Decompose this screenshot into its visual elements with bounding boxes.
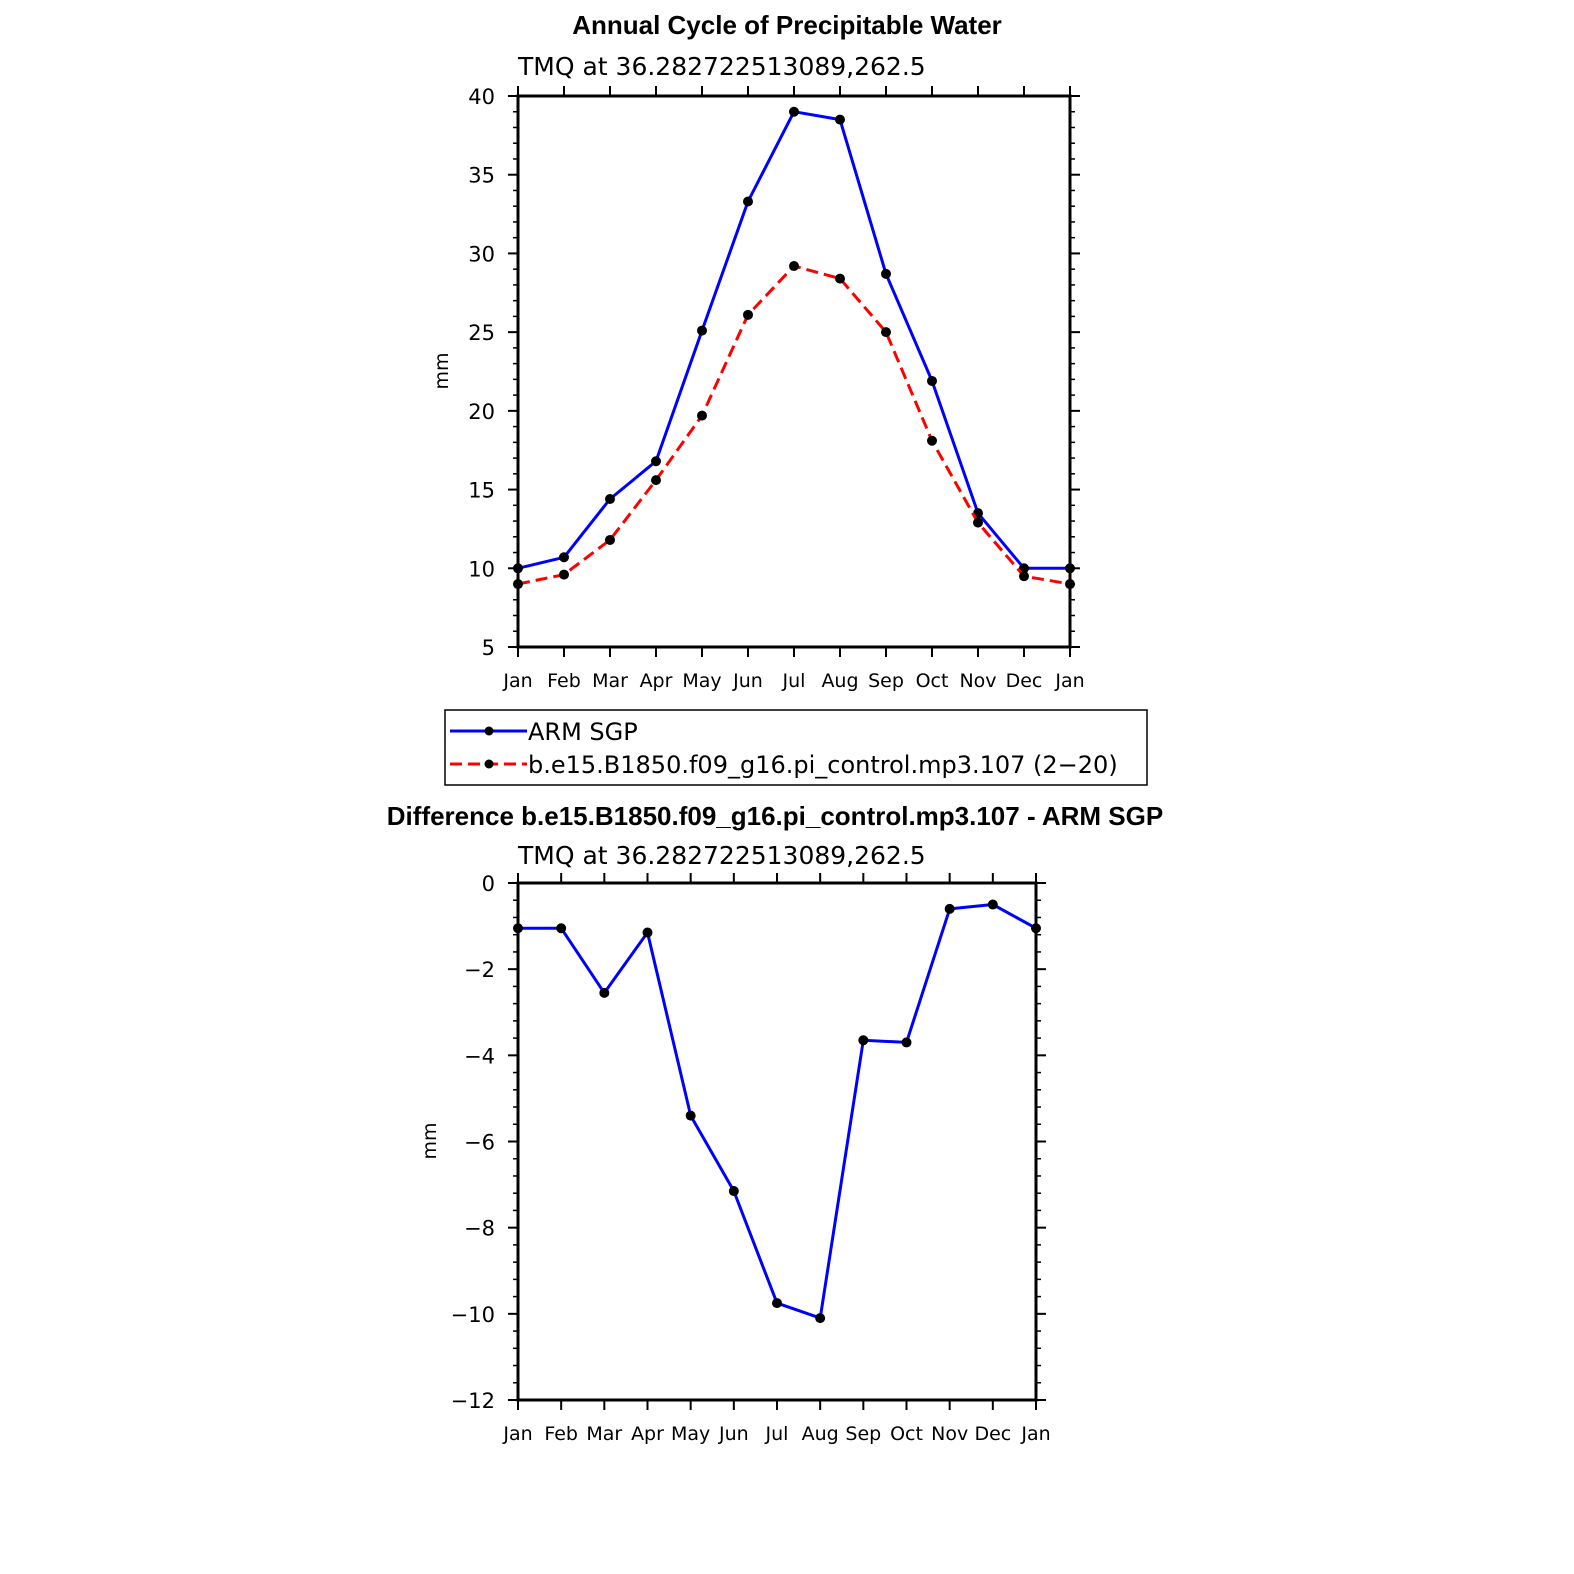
chart1-plot-frame	[516, 94, 1072, 649]
y-tick-label: −2	[464, 958, 495, 982]
y-tick-label: −10	[451, 1303, 495, 1327]
data-point	[772, 1298, 782, 1309]
series-line-1	[517, 110, 1070, 570]
y-tick-label: 20	[468, 400, 495, 424]
data-point	[685, 1110, 696, 1121]
x-tick-label: Oct	[890, 1423, 923, 1445]
data-point	[789, 261, 799, 272]
y-tick-label: −8	[464, 1217, 495, 1241]
x-tick-label: Oct	[916, 670, 949, 692]
data-point	[728, 1186, 739, 1197]
data-point	[605, 494, 615, 505]
y-tick-label: 10	[468, 557, 495, 581]
data-point	[651, 475, 661, 486]
legend-label-series-2: b.e15.B1850.f09_g16.pi_control.mp3.107 (…	[528, 751, 1118, 779]
data-point	[927, 435, 937, 446]
y-tick-label: 25	[468, 321, 495, 345]
chart1-ylabel: mm	[431, 352, 453, 389]
data-point	[697, 410, 707, 421]
data-point	[743, 309, 753, 320]
x-tick-label: Jun	[732, 670, 763, 692]
x-tick-label: Mar	[592, 670, 628, 692]
x-tick-label: Dec	[974, 1423, 1011, 1445]
y-tick-label: 35	[468, 164, 495, 188]
data-point	[881, 327, 891, 338]
x-tick-label: May	[671, 1423, 710, 1445]
chart2-title: Difference b.e15.B1850.f09_g16.pi_contro…	[387, 801, 1163, 831]
y-tick-label: 30	[468, 242, 495, 266]
chart1-series	[513, 106, 1075, 590]
x-tick-label: Jun	[718, 1423, 749, 1445]
x-tick-label: Jan	[502, 670, 532, 692]
data-point	[599, 987, 610, 998]
data-point	[743, 196, 753, 207]
x-tick-label: Sep	[845, 1423, 881, 1445]
y-tick-label: 5	[482, 636, 495, 660]
data-point	[881, 268, 891, 279]
data-point	[835, 273, 845, 284]
legend-label-series-1: ARM SGP	[528, 718, 638, 746]
x-tick-label: Apr	[640, 670, 673, 692]
legend: ARM SGP b.e15.B1850.f09_g16.pi_control.m…	[444, 709, 1148, 786]
data-point	[789, 106, 799, 117]
x-tick-label: Feb	[547, 670, 581, 692]
legend-entry-model: b.e15.B1850.f09_g16.pi_control.mp3.107 (…	[450, 751, 1118, 779]
chart2-plot-frame	[516, 881, 1038, 1402]
x-tick-label: Sep	[868, 670, 904, 692]
chart1-title: Annual Cycle of Precipitable Water	[572, 10, 1002, 40]
data-point	[973, 517, 983, 528]
x-tick-label: Dec	[1006, 670, 1043, 692]
x-tick-label: Jan	[1020, 1423, 1050, 1445]
data-point	[835, 114, 845, 125]
data-point	[815, 1313, 826, 1324]
x-tick-label: Apr	[631, 1423, 664, 1445]
data-point	[642, 927, 653, 938]
x-tick-label: Feb	[544, 1423, 578, 1445]
difference-chart: Difference b.e15.B1850.f09_g16.pi_contro…	[387, 801, 1163, 1445]
x-tick-label: Nov	[931, 1423, 968, 1445]
y-tick-label: −12	[451, 1389, 495, 1413]
data-point	[651, 456, 661, 467]
data-point	[605, 534, 615, 545]
y-tick-label: 40	[468, 85, 495, 109]
chart1-ticks: Jan Feb Mar Apr May Jun Jul Aug Sep Oct Nov Dec Jan 5…	[468, 85, 1084, 692]
legend-entry-arm-sgp: ARM SGP	[450, 718, 638, 746]
chart2-ylabel: mm	[419, 1122, 441, 1159]
legend-box	[444, 709, 1148, 786]
data-point	[697, 325, 707, 336]
data-point	[987, 899, 998, 910]
y-tick-label: −4	[464, 1044, 495, 1068]
data-point	[858, 1035, 869, 1046]
x-tick-label: Mar	[586, 1423, 622, 1445]
data-point	[927, 375, 937, 386]
x-tick-label: Aug	[821, 670, 858, 692]
chart1-subtitle: TMQ at 36.282722513089,262.5	[517, 52, 926, 81]
data-point	[944, 903, 955, 914]
chart2-ticks: Jan Feb Mar Apr May Jun Jul Aug Sep Oct Nov Dec Jan−…	[451, 872, 1051, 1445]
legend-swatch-marker	[484, 726, 494, 736]
data-point	[1019, 571, 1029, 582]
series-line-1	[518, 903, 1037, 1320]
legend-swatch-marker	[484, 759, 494, 769]
x-tick-label: Jan	[1054, 670, 1084, 692]
x-tick-label: Jul	[765, 1423, 789, 1445]
x-tick-label: Aug	[802, 1423, 839, 1445]
data-point	[1019, 563, 1029, 574]
x-tick-label: May	[682, 670, 721, 692]
x-tick-label: Jul	[782, 670, 806, 692]
chart2-subtitle: TMQ at 36.282722513089,262.5	[517, 841, 926, 870]
data-point	[559, 569, 569, 580]
y-tick-label: −6	[464, 1131, 495, 1155]
annual-cycle-chart: Annual Cycle of Precipitable Water TMQ a…	[431, 10, 1085, 692]
data-point	[901, 1037, 912, 1048]
data-point	[556, 923, 567, 934]
x-tick-label: Jan	[502, 1423, 532, 1445]
y-tick-label: 0	[482, 872, 495, 896]
chart2-series	[513, 899, 1041, 1324]
y-tick-label: 15	[468, 479, 495, 503]
data-point	[559, 552, 569, 563]
series-line-2	[517, 264, 1071, 586]
x-tick-label: Nov	[959, 670, 996, 692]
